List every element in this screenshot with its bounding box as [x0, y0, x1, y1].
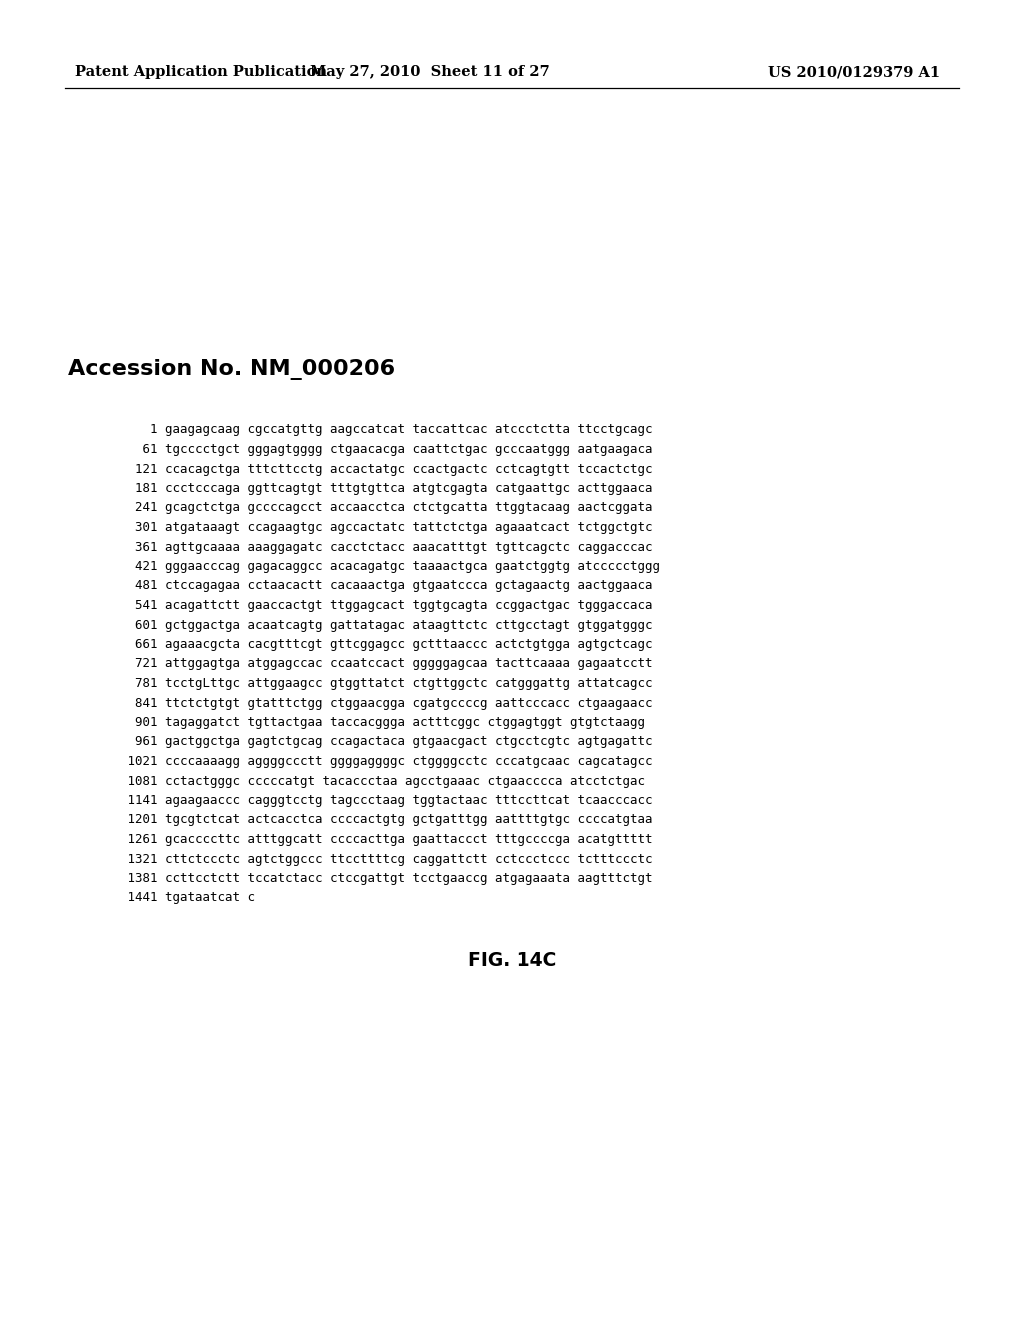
Text: 661 agaaacgcta cacgtttcgt gttcggagcc gctttaaccc actctgtgga agtgctcagc: 661 agaaacgcta cacgtttcgt gttcggagcc gct… — [120, 638, 652, 651]
Text: FIG. 14C: FIG. 14C — [468, 950, 556, 969]
Text: 601 gctggactga acaatcagtg gattatagac ataagttctc cttgcctagt gtggatgggc: 601 gctggactga acaatcagtg gattatagac ata… — [120, 619, 652, 631]
Text: 61 tgcccctgct gggagtgggg ctgaacacga caattctgac gcccaatggg aatgaagaca: 61 tgcccctgct gggagtgggg ctgaacacga caat… — [120, 444, 652, 455]
Text: 541 acagattctt gaaccactgt ttggagcact tggtgcagta ccggactgac tgggaccaca: 541 acagattctt gaaccactgt ttggagcact tgg… — [120, 599, 652, 612]
Text: 901 tagaggatct tgttactgaa taccacggga actttcggc ctggagtggt gtgtctaagg: 901 tagaggatct tgttactgaa taccacggga act… — [120, 715, 645, 729]
Text: 781 tcctgLttgc attggaagcc gtggttatct ctgttggctc catgggattg attatcagcc: 781 tcctgLttgc attggaagcc gtggttatct ctg… — [120, 677, 652, 690]
Text: 721 attggagtga atggagccac ccaatccact gggggagcaa tacttcaaaa gagaatcctt: 721 attggagtga atggagccac ccaatccact ggg… — [120, 657, 652, 671]
Text: 1081 cctactgggc cccccatgt tacaccctaa agcctgaaac ctgaacccca atcctctgac: 1081 cctactgggc cccccatgt tacaccctaa agc… — [120, 775, 645, 788]
Text: 301 atgataaagt ccagaagtgc agccactatc tattctctga agaaatcact tctggctgtc: 301 atgataaagt ccagaagtgc agccactatc tat… — [120, 521, 652, 535]
Text: Patent Application Publication: Patent Application Publication — [75, 65, 327, 79]
Text: 1441 tgataatcat c: 1441 tgataatcat c — [120, 891, 255, 904]
Text: May 27, 2010  Sheet 11 of 27: May 27, 2010 Sheet 11 of 27 — [310, 65, 550, 79]
Text: 1381 ccttcctctt tccatctacc ctccgattgt tcctgaaccg atgagaaata aagtttctgt: 1381 ccttcctctt tccatctacc ctccgattgt tc… — [120, 873, 652, 884]
Text: 241 gcagctctga gccccagcct accaacctca ctctgcatta ttggtacaag aactcggata: 241 gcagctctga gccccagcct accaacctca ctc… — [120, 502, 652, 515]
Text: 1201 tgcgtctcat actcacctca ccccactgtg gctgatttgg aattttgtgc ccccatgtaa: 1201 tgcgtctcat actcacctca ccccactgtg gc… — [120, 813, 652, 826]
Text: US 2010/0129379 A1: US 2010/0129379 A1 — [768, 65, 940, 79]
Text: 1261 gcaccccttc atttggcatt ccccacttga gaattaccct tttgccccga acatgttttt: 1261 gcaccccttc atttggcatt ccccacttga ga… — [120, 833, 652, 846]
Text: Accession No. NM_000206: Accession No. NM_000206 — [68, 359, 395, 380]
Text: 841 ttctctgtgt gtatttctgg ctggaacgga cgatgccccg aattcccacc ctgaagaacc: 841 ttctctgtgt gtatttctgg ctggaacgga cga… — [120, 697, 652, 710]
Text: 961 gactggctga gagtctgcag ccagactaca gtgaacgact ctgcctcgtc agtgagattc: 961 gactggctga gagtctgcag ccagactaca gtg… — [120, 735, 652, 748]
Text: 481 ctccagagaa cctaacactt cacaaactga gtgaatccca gctagaactg aactggaaca: 481 ctccagagaa cctaacactt cacaaactga gtg… — [120, 579, 652, 593]
Text: 1141 agaagaaccc cagggtcctg tagccctaag tggtactaac tttccttcat tcaacccacc: 1141 agaagaaccc cagggtcctg tagccctaag tg… — [120, 795, 652, 807]
Text: 1321 cttctccctc agtctggccc ttccttttcg caggattctt cctccctccc tctttccctc: 1321 cttctccctc agtctggccc ttccttttcg ca… — [120, 853, 652, 866]
Text: 421 gggaacccag gagacaggcc acacagatgc taaaactgca gaatctggtg atccccctggg: 421 gggaacccag gagacaggcc acacagatgc taa… — [120, 560, 660, 573]
Text: 361 agttgcaaaa aaaggagatc cacctctacc aaacatttgt tgttcagctc caggacccac: 361 agttgcaaaa aaaggagatc cacctctacc aaa… — [120, 540, 652, 553]
Text: 181 ccctcccaga ggttcagtgt tttgtgttca atgtcgagta catgaattgc acttggaaca: 181 ccctcccaga ggttcagtgt tttgtgttca atg… — [120, 482, 652, 495]
Text: 1 gaagagcaag cgccatgttg aagccatcat taccattcac atccctctta ttcctgcagc: 1 gaagagcaag cgccatgttg aagccatcat tacca… — [120, 424, 652, 437]
Text: 121 ccacagctga tttcttcctg accactatgc ccactgactc cctcagtgtt tccactctgc: 121 ccacagctga tttcttcctg accactatgc cca… — [120, 462, 652, 475]
Text: 1021 ccccaaaagg aggggccctt ggggaggggc ctggggcctc cccatgcaac cagcatagcc: 1021 ccccaaaagg aggggccctt ggggaggggc ct… — [120, 755, 652, 768]
